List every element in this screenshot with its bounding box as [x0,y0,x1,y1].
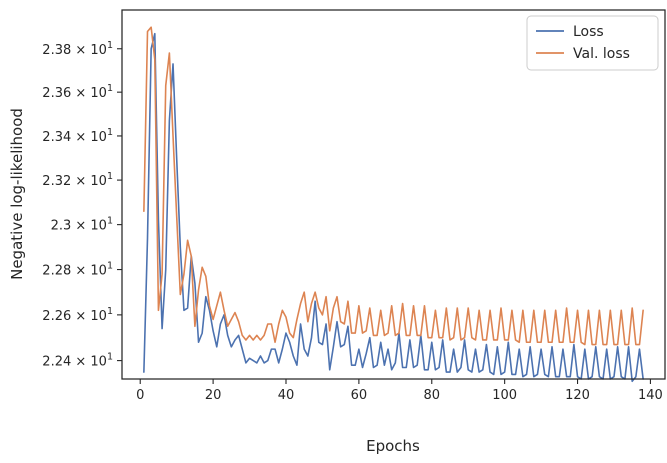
y-tick-label: 2.28 × 101 [42,261,113,279]
legend: Loss Val. loss [526,15,659,71]
y-tick-label: 2.36 × 101 [42,83,113,101]
plot-frame [121,9,666,380]
x-tick-label: 60 [351,388,368,403]
x-tick-label: 40 [278,388,295,403]
legend-box [526,15,659,71]
x-tick-label: 100 [492,388,517,403]
x-tick-label: 80 [423,388,440,403]
y-tick-label: 2.38 × 101 [42,40,113,58]
x-axis: 0 20 40 60 80 100 120 140 [136,379,663,403]
y-tick-label: 2.24 × 101 [42,352,113,370]
x-tick-label: 120 [565,388,590,403]
y-axis-label: Negative log-likelihood [8,108,26,280]
y-tick-label: 2.32 × 101 [42,171,113,189]
y-tick-label: 2.34 × 101 [42,127,113,145]
x-tick-label: 0 [136,388,144,403]
y-tick-label: 2.3 × 101 [51,216,113,234]
series-layer [143,26,644,383]
legend-label-val-loss: Val. loss [573,46,630,62]
x-axis-label: Epochs [366,437,420,455]
x-tick-label: 20 [205,388,222,403]
x-tick-label: 140 [638,388,663,403]
y-tick-label: 2.26 × 101 [42,306,113,324]
series-line-val-loss [143,26,644,346]
y-axis: 2.24 × 101 2.26 × 101 2.28 × 101 2.3 × 101 2… [42,40,122,370]
series-line-loss [143,32,644,383]
legend-label-loss: Loss [573,24,604,40]
